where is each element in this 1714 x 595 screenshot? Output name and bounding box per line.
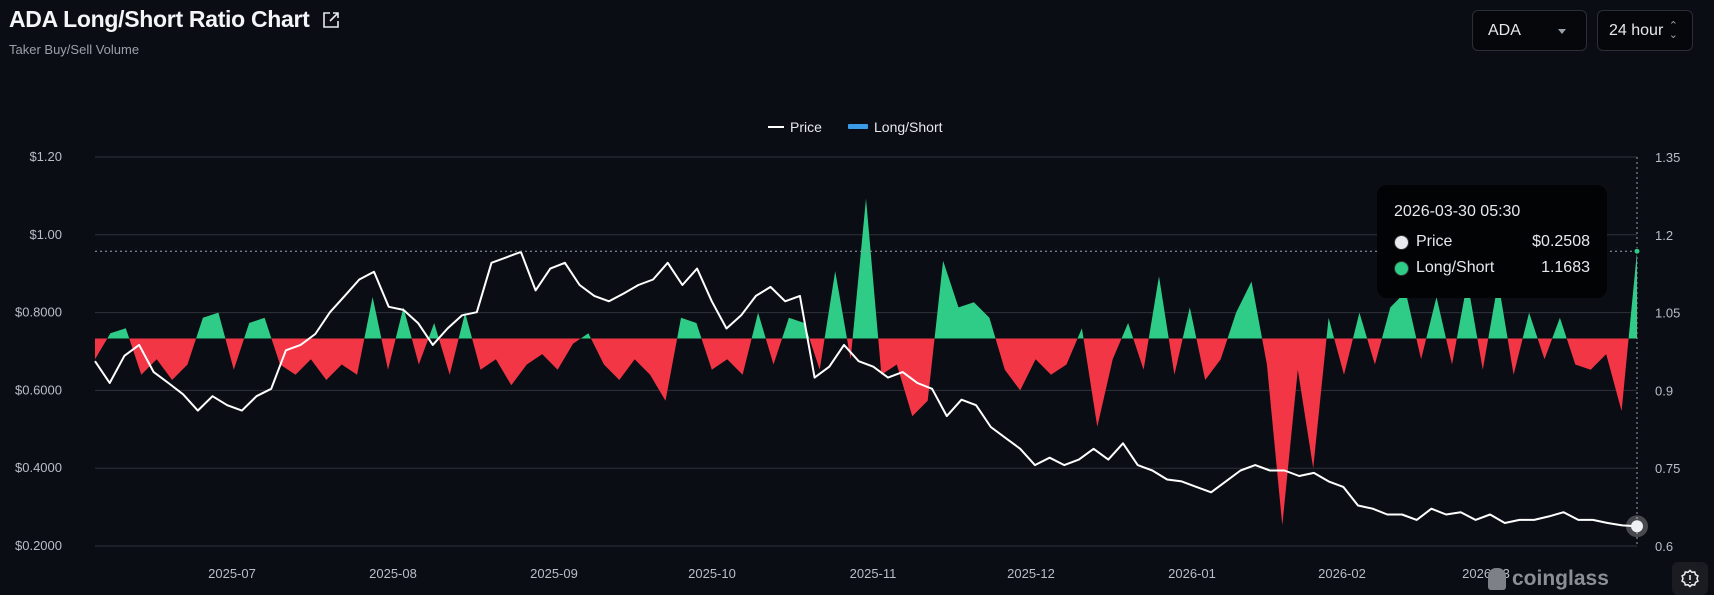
title-text: ADA Long/Short Ratio Chart (9, 6, 310, 32)
tooltip-price-label: Price (1416, 233, 1453, 250)
up-down-chevron-icon: ⌃ ⌄ (1668, 20, 1678, 41)
x-tick-label: 2026-01 (1168, 566, 1216, 581)
x-tick-label: 2025-07 (208, 566, 256, 581)
x-tick-label: 2025-10 (688, 566, 736, 581)
coin-select[interactable]: ADA (1472, 10, 1587, 51)
subtitle: Taker Buy/Sell Volume (9, 42, 140, 57)
tooltip-ls-value: 1.1683 (1541, 259, 1590, 276)
x-tick-label: 2026-02 (1318, 566, 1366, 581)
y-left-tick-label: $0.2000 (15, 538, 62, 553)
external-link-icon[interactable] (322, 11, 340, 29)
price-dot-icon (1394, 234, 1409, 250)
y-right-tick-label: 1.05 (1655, 306, 1680, 321)
gear-alert-icon (1681, 568, 1699, 588)
caret-down-icon (1558, 29, 1566, 34)
y-left-tick-label: $0.4000 (15, 460, 62, 475)
coinglass-logo-icon (1488, 568, 1506, 590)
long-area (95, 198, 1637, 339)
legend-ls-label: Long/Short (874, 119, 943, 135)
interval-select[interactable]: 24 hour ⌃ ⌄ (1597, 10, 1693, 51)
tooltip-price-value: $0.2508 (1532, 233, 1590, 250)
chart-tooltip: 2026-03-30 05:30 Price $0.2508 Long/Shor… (1377, 185, 1607, 298)
y-right-tick-label: 0.75 (1655, 461, 1680, 476)
coinglass-watermark: coinglass (1488, 567, 1609, 591)
price-line (94, 250, 1638, 528)
y-right-tick-label: 0.9 (1655, 383, 1673, 398)
x-tick-label: 2025-11 (850, 566, 897, 581)
tooltip-date: 2026-03-30 05:30 (1394, 203, 1521, 220)
price-marker (1631, 520, 1643, 533)
long-short-dot-icon (1394, 260, 1409, 276)
y-left-tick-label: $0.8000 (15, 305, 62, 320)
long-short-marker (1633, 247, 1641, 255)
y-right-tick-label: 1.35 (1655, 150, 1680, 165)
watermark-text: coinglass (1512, 567, 1609, 590)
interval-select-value: 24 hour (1609, 21, 1664, 39)
tooltip-ls-label: Long/Short (1416, 259, 1495, 276)
y-right-tick-label: 0.6 (1655, 539, 1673, 554)
y-right-tick-label: 1.2 (1655, 228, 1673, 243)
legend-price-label: Price (790, 119, 822, 135)
chart-settings-button[interactable] (1672, 562, 1708, 595)
y-left-tick-label: $0.6000 (15, 382, 62, 397)
legend-ls-swatch (848, 124, 868, 129)
page-title: ADA Long/Short Ratio Chart (9, 6, 340, 33)
y-left-tick-label: $1.20 (29, 149, 62, 164)
x-tick-label: 2025-08 (369, 566, 417, 581)
x-tick-label: 2025-09 (530, 566, 578, 581)
y-left-tick-label: $1.00 (29, 227, 62, 242)
x-tick-label: 2025-12 (1007, 566, 1055, 581)
coin-select-value: ADA (1488, 21, 1521, 39)
